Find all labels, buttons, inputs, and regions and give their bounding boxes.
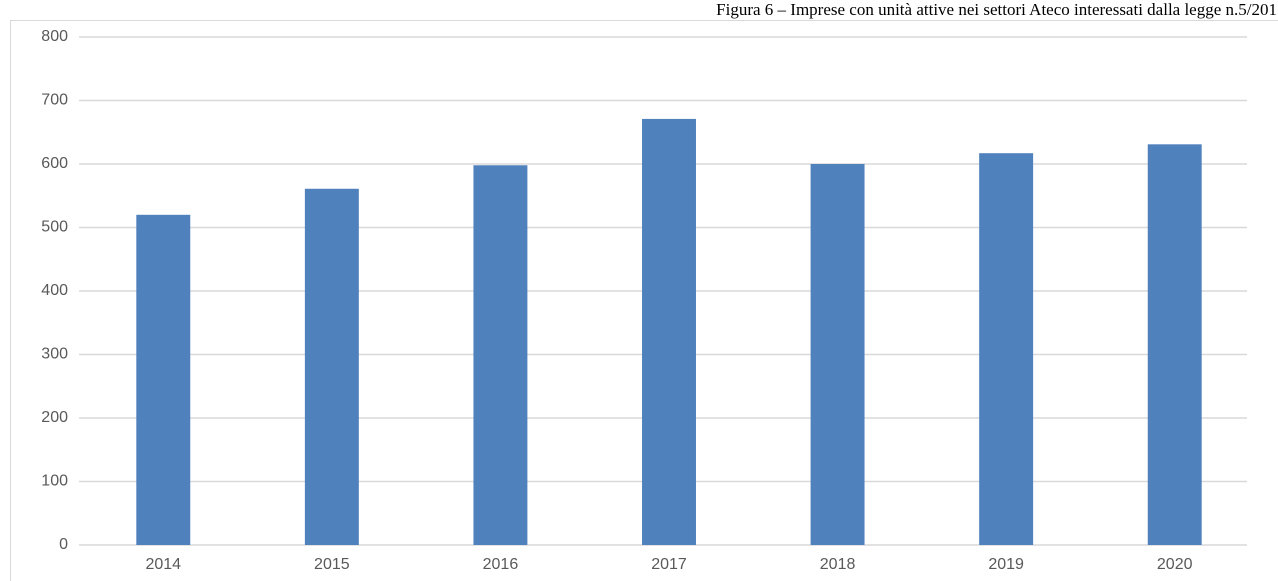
bar	[979, 153, 1034, 545]
bar	[810, 164, 865, 545]
x-tick-label: 2016	[483, 556, 519, 573]
bar	[642, 118, 696, 545]
x-tick-label: 2014	[145, 556, 181, 573]
x-tick-label: 2017	[651, 556, 687, 573]
bar	[136, 214, 191, 546]
y-tick-label: 500	[41, 219, 68, 236]
y-tick-label: 200	[41, 409, 68, 426]
chart-title: Figura 6 – Imprese con unità attive nei …	[716, 0, 1277, 19]
x-tick-label: 2019	[988, 556, 1024, 573]
bar	[473, 165, 528, 545]
bar	[1147, 144, 1202, 545]
y-tick-label: 0	[59, 536, 68, 553]
y-tick-label: 400	[41, 282, 68, 299]
chart-frame	[10, 20, 1278, 581]
y-tick-label: 100	[41, 473, 68, 490]
y-tick-label: 600	[41, 155, 68, 172]
y-tick-label: 300	[41, 346, 68, 363]
y-tick-label: 700	[41, 92, 68, 109]
y-tick-label: 800	[41, 28, 68, 45]
bar	[304, 188, 359, 545]
x-tick-label: 2020	[1157, 556, 1193, 573]
x-tick-label: 2015	[314, 556, 350, 573]
x-tick-label: 2018	[820, 556, 856, 573]
